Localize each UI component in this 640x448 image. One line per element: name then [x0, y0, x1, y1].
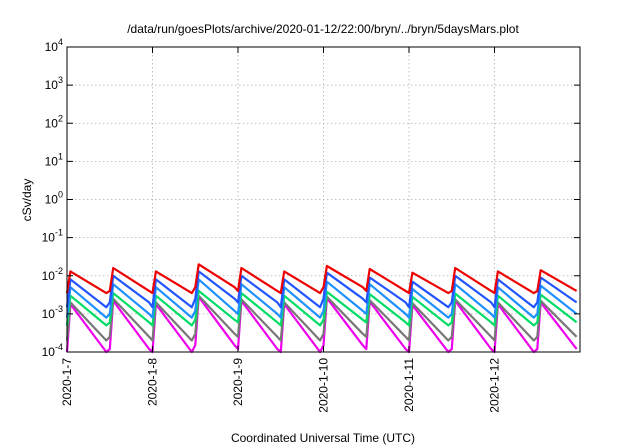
chart-title: /data/run/goesPlots/archive/2020-01-12/2…: [127, 22, 519, 36]
y-axis-ticks: 10-4 10-3 10-2 10-1 100 101 102 103 104: [42, 37, 580, 359]
y-tick-label: 104: [45, 37, 63, 54]
y-tick-label: 101: [45, 151, 63, 168]
x-axis-label: Coordinated Universal Time (UTC): [231, 431, 415, 445]
series-green: [65, 289, 578, 327]
series-lines: [65, 263, 578, 354]
y-tick-label: 10-3: [42, 304, 63, 321]
series-light-blue: [65, 278, 578, 319]
x-tick-label: 2020-1-8: [146, 358, 160, 406]
grid: [67, 47, 580, 352]
x-tick-label: 2020-1-9: [231, 358, 245, 406]
x-tick-label: 2020-1-7: [60, 358, 74, 406]
y-tick-label: 100: [45, 190, 63, 207]
y-axis-label: cSv/day: [20, 179, 34, 222]
series-blue: [65, 270, 578, 309]
x-tick-label: 2020-1-11: [402, 358, 416, 412]
series-red: [65, 263, 578, 295]
y-tick-label: 103: [45, 75, 63, 92]
y-tick-label: 10-4: [42, 342, 63, 359]
x-axis-ticks: 2020-1-7 2020-1-8 2020-1-9 2020-1-10 2020-1-…: [60, 47, 502, 413]
y-tick-label: 102: [45, 113, 63, 130]
x-tick-label: 2020-1-10: [317, 358, 331, 413]
y-tick-label: 10-2: [42, 266, 63, 283]
y-tick-label: 10-1: [42, 228, 63, 245]
series-gray: [65, 294, 578, 342]
x-tick-label: 2020-1-12: [488, 358, 502, 413]
